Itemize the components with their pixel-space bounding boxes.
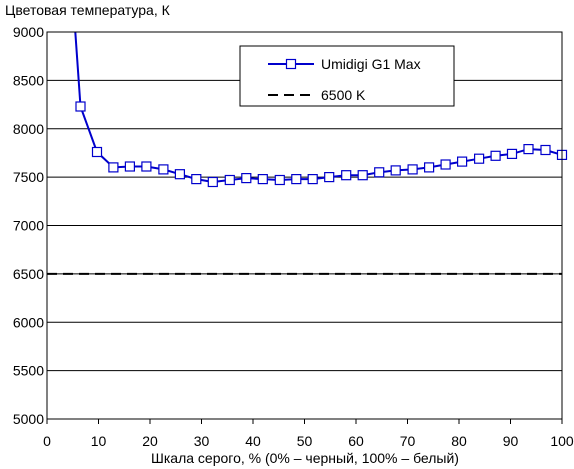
data-point-umidigi xyxy=(108,162,119,173)
x-tick-label: 20 xyxy=(142,433,158,449)
data-point-umidigi xyxy=(75,101,86,112)
data-point-umidigi xyxy=(407,164,418,175)
data-point-umidigi xyxy=(374,167,385,178)
y-tick-label: 9000 xyxy=(13,24,44,40)
x-tick-labels: 0 10 20 30 40 50 60 70 80 90 100 xyxy=(43,419,574,449)
y-tick-label: 6000 xyxy=(13,314,44,330)
data-point-umidigi xyxy=(506,148,518,159)
legend-label-6500k: 6500 K xyxy=(321,87,366,103)
y-tick-labels: 5000 5500 6000 6500 7000 7500 8000 8500 9000 xyxy=(13,24,44,427)
x-tick-label: 60 xyxy=(348,433,364,449)
plot-frame xyxy=(46,31,563,420)
legend-label-umidigi: Umidigi G1 Max xyxy=(321,56,421,72)
data-point-umidigi xyxy=(424,162,435,173)
data-point-umidigi xyxy=(191,174,202,185)
data-point-umidigi xyxy=(274,174,285,186)
x-tick-label: 50 xyxy=(297,433,313,449)
y-tick-label: 8500 xyxy=(13,72,44,88)
data-point-umidigi xyxy=(224,174,235,186)
y-tick-label: 5500 xyxy=(13,363,44,379)
x-tick-label: 30 xyxy=(194,433,210,449)
y-tick-label: 5000 xyxy=(13,411,44,427)
data-point-umidigi xyxy=(174,169,185,180)
data-point-umidigi xyxy=(523,144,534,155)
data-point-umidigi xyxy=(390,165,401,176)
x-tick-label: 70 xyxy=(400,433,416,449)
legend-marker-umidigi xyxy=(285,58,297,70)
data-point-umidigi xyxy=(440,159,451,170)
data-point-umidigi xyxy=(490,150,501,161)
data-point-umidigi xyxy=(158,164,169,175)
x-tick-label: 90 xyxy=(503,433,519,449)
data-point-umidigi xyxy=(141,161,152,172)
data-point-umidigi xyxy=(357,170,368,181)
x-tick-label: 10 xyxy=(91,433,107,449)
data-point-umidigi xyxy=(457,156,468,167)
data-point-umidigi xyxy=(257,174,268,185)
data-point-umidigi xyxy=(291,174,302,185)
data-point-umidigi xyxy=(307,174,318,185)
y-tick-label: 7500 xyxy=(13,169,44,185)
data-point-umidigi xyxy=(124,161,136,172)
data-point-umidigi xyxy=(207,176,218,188)
x-tick-label: 0 xyxy=(43,433,51,449)
data-point-umidigi xyxy=(341,170,352,181)
chart-title: Цветовая температура, К xyxy=(5,2,171,18)
x-tick-label: 80 xyxy=(451,433,467,449)
x-axis-label: Шкала серого, % (0% – черный, 100% – бел… xyxy=(151,450,459,466)
y-tick-label: 8000 xyxy=(13,121,44,137)
data-point-umidigi xyxy=(241,173,252,184)
x-tick-label: 100 xyxy=(550,433,574,449)
x-tick-label: 40 xyxy=(245,433,261,449)
y-tick-label: 7000 xyxy=(13,218,44,234)
data-point-umidigi xyxy=(324,172,335,183)
y-tick-label: 6500 xyxy=(13,266,44,282)
data-point-umidigi xyxy=(540,144,551,156)
data-point-umidigi xyxy=(474,153,485,164)
data-point-umidigi xyxy=(91,146,103,158)
legend: Umidigi G1 Max 6500 K xyxy=(239,45,455,107)
